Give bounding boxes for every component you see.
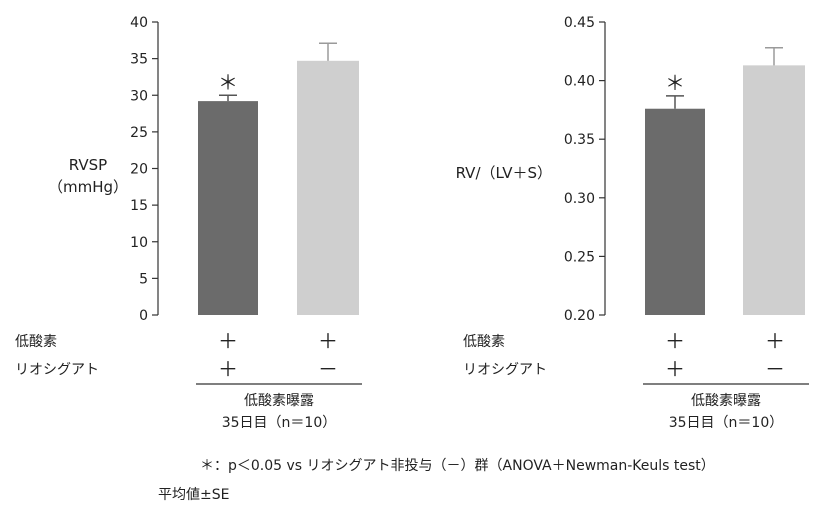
rvsp-chart: 0 5 10 15 20 25 30 35 40 RVSP （mmHg） ＊ (48, 15, 359, 324)
bar (743, 65, 805, 315)
conditions-table-right: 低酸素 ＋ ＋ リオシグアト ＋ －低酸素曝露 35日目（n＝10） (463, 329, 809, 431)
condition-mark: ＋ (218, 329, 238, 353)
group-label-detail: 35日目（n＝10） (222, 415, 337, 431)
condition-row-label: リオシグアト (463, 362, 547, 378)
group-label: 低酸素曝露 (691, 393, 761, 409)
condition-row-label: 低酸素 (15, 334, 57, 350)
condition-row-label: 低酸素 (463, 334, 505, 350)
group-label-detail: 35日目（n＝10） (669, 415, 784, 431)
condition-mark: － (765, 357, 785, 381)
condition-mark: － (318, 357, 338, 381)
y-tick-label: 0.25 (564, 249, 595, 265)
significance-footnote: ＊：p＜0.05 vs リオシグアト非投与（－）群（ANOVA＋Newman-K… (200, 458, 715, 474)
significance-marker: ＊ (665, 71, 685, 95)
y-axis-label: RV/（LV＋S） (456, 164, 552, 182)
mean-se-note: 平均値±SE (158, 487, 230, 503)
bar (645, 108, 705, 315)
y-axis-label: RVSP (69, 156, 107, 174)
y-tick-label: 0.45 (564, 15, 595, 31)
y-tick-label: 10 (130, 235, 148, 251)
y-tick-label: 5 (139, 271, 148, 287)
y-tick-label: 20 (130, 162, 148, 178)
bar (297, 60, 359, 316)
y-tick-label: 40 (130, 15, 148, 31)
condition-mark: ＋ (665, 329, 685, 353)
y-tick-label: 15 (130, 198, 148, 214)
condition-mark: ＋ (765, 329, 785, 353)
condition-row-label: リオシグアト (15, 362, 99, 378)
conditions-table-left: 低酸素 ＋ ＋ リオシグアト ＋ －低酸素曝露 35日目（n＝10） (15, 329, 362, 431)
y-tick-label: 25 (130, 125, 148, 141)
y-tick-label: 0 (139, 308, 148, 324)
y-tick-label: 0.35 (564, 132, 595, 148)
y-tick-label: 0.30 (564, 191, 595, 207)
condition-mark: ＋ (218, 357, 238, 381)
significance-marker: ＊ (218, 70, 238, 94)
y-axis-label: （mmHg） (48, 178, 128, 196)
bar (198, 101, 258, 315)
y-tick-label: 30 (130, 88, 148, 104)
y-tick-label: 0.20 (564, 308, 595, 324)
condition-mark: ＋ (318, 329, 338, 353)
group-label: 低酸素曝露 (244, 393, 314, 409)
y-tick-label: 35 (130, 52, 148, 68)
y-tick-label: 0.40 (564, 74, 595, 90)
condition-mark: ＋ (665, 357, 685, 381)
rv-ratio-chart: 0.20 0.25 0.30 0.35 0.40 0.45 RV/（LV＋S） ＊ (456, 15, 805, 324)
